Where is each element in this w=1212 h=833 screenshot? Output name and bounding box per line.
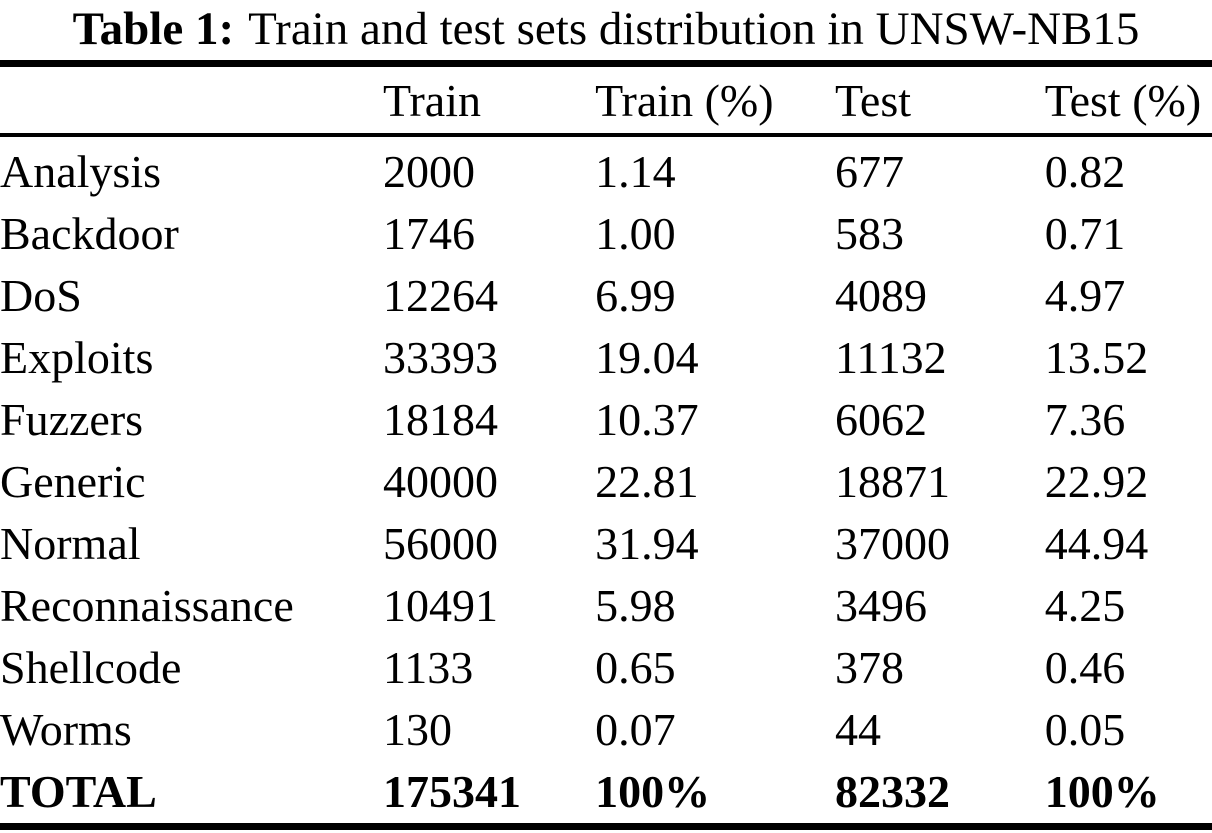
cell-test: 378 xyxy=(835,642,905,693)
cell-train-pct-total: 100% xyxy=(595,766,711,817)
cell-category: Reconnaissance xyxy=(0,580,294,631)
column-header-test: Test xyxy=(835,63,1045,137)
cell-test-pct-total: 100% xyxy=(1044,766,1160,817)
cell-category: Normal xyxy=(0,518,141,569)
cell-test-total: 82332 xyxy=(835,766,951,817)
cell-train-pct: 5.98 xyxy=(595,580,676,631)
table-row: Worms 130 0.07 44 0.05 xyxy=(0,699,1212,761)
cell-train: 130 xyxy=(382,704,452,755)
cell-train: 2000 xyxy=(382,146,475,197)
cell-test: 11132 xyxy=(835,332,947,383)
cell-train-pct: 0.65 xyxy=(595,642,676,693)
cell-train: 12264 xyxy=(382,270,498,321)
cell-test-pct: 4.25 xyxy=(1044,580,1126,631)
cell-train-pct: 31.94 xyxy=(595,518,699,569)
column-header-category xyxy=(0,63,383,137)
table-row: Backdoor 1746 1.00 583 0.71 xyxy=(0,203,1212,265)
column-header-train-pct: Train (%) xyxy=(595,63,836,137)
table-row: Generic 40000 22.81 18871 22.92 xyxy=(0,451,1212,513)
table-row: Exploits 33393 19.04 11132 13.52 xyxy=(0,327,1212,389)
cell-category: Shellcode xyxy=(0,642,182,693)
cell-category: Generic xyxy=(0,456,146,507)
table-caption-label: Table 1: xyxy=(72,3,235,55)
table-row: Reconnaissance 10491 5.98 3496 4.25 xyxy=(0,575,1212,637)
cell-test: 3496 xyxy=(835,580,928,631)
cell-train-pct: 6.99 xyxy=(595,270,676,321)
cell-test: 677 xyxy=(835,146,905,197)
train-test-distribution-table: Train Train (%) Test Test (%) Analysis 2… xyxy=(0,60,1212,830)
cell-test-pct: 7.36 xyxy=(1044,394,1126,445)
table-header-row: Train Train (%) Test Test (%) xyxy=(0,63,1212,137)
table-total-row: TOTAL 175341 100% 82332 100% xyxy=(0,761,1212,827)
cell-train: 1133 xyxy=(382,642,474,693)
table-row: Analysis 2000 1.14 677 0.82 xyxy=(0,135,1212,203)
cell-train-total: 175341 xyxy=(382,766,521,817)
cell-test-pct: 4.97 xyxy=(1044,270,1126,321)
table-caption-text: Train and test sets distribution in UNSW… xyxy=(248,3,1140,55)
table-caption: Table 1: Train and test sets distribution… xyxy=(0,2,1212,56)
cell-category: DoS xyxy=(0,270,82,321)
cell-train: 33393 xyxy=(382,332,498,383)
cell-train: 10491 xyxy=(382,580,498,631)
cell-test: 44 xyxy=(835,704,882,755)
table-row: Normal 56000 31.94 37000 44.94 xyxy=(0,513,1212,575)
table-row: DoS 12264 6.99 4089 4.97 xyxy=(0,265,1212,327)
cell-train-pct: 1.00 xyxy=(595,208,676,259)
cell-train-pct: 19.04 xyxy=(595,332,699,383)
cell-train: 1746 xyxy=(382,208,475,259)
cell-test-pct: 0.46 xyxy=(1044,642,1126,693)
cell-category: Analysis xyxy=(0,146,161,197)
cell-test: 4089 xyxy=(835,270,928,321)
cell-train-pct: 22.81 xyxy=(595,456,699,507)
cell-category: Fuzzers xyxy=(0,394,144,445)
cell-category: Exploits xyxy=(0,332,154,383)
cell-category: Backdoor xyxy=(0,208,179,259)
cell-test: 583 xyxy=(835,208,905,259)
column-header-test-pct: Test (%) xyxy=(1044,63,1212,137)
table-row: Shellcode 1133 0.65 378 0.46 xyxy=(0,637,1212,699)
cell-train: 18184 xyxy=(382,394,498,445)
cell-test-pct: 22.92 xyxy=(1044,456,1149,507)
cell-test-pct: 44.94 xyxy=(1044,518,1149,569)
cell-train-pct: 1.14 xyxy=(595,146,676,197)
cell-train: 40000 xyxy=(382,456,498,507)
cell-test-pct: 13.52 xyxy=(1044,332,1149,383)
cell-train-pct: 10.37 xyxy=(595,394,699,445)
cell-train-pct: 0.07 xyxy=(595,704,676,755)
cell-test-pct: 0.71 xyxy=(1044,208,1126,259)
cell-train: 56000 xyxy=(382,518,498,569)
cell-category: Worms xyxy=(0,704,132,755)
cell-test: 37000 xyxy=(835,518,951,569)
cell-category-total: TOTAL xyxy=(0,766,157,817)
cell-test-pct: 0.05 xyxy=(1044,704,1126,755)
cell-test: 18871 xyxy=(835,456,951,507)
table-row: Fuzzers 18184 10.37 6062 7.36 xyxy=(0,389,1212,451)
column-header-train: Train xyxy=(382,63,596,137)
cell-test: 6062 xyxy=(835,394,928,445)
cell-test-pct: 0.82 xyxy=(1044,146,1126,197)
